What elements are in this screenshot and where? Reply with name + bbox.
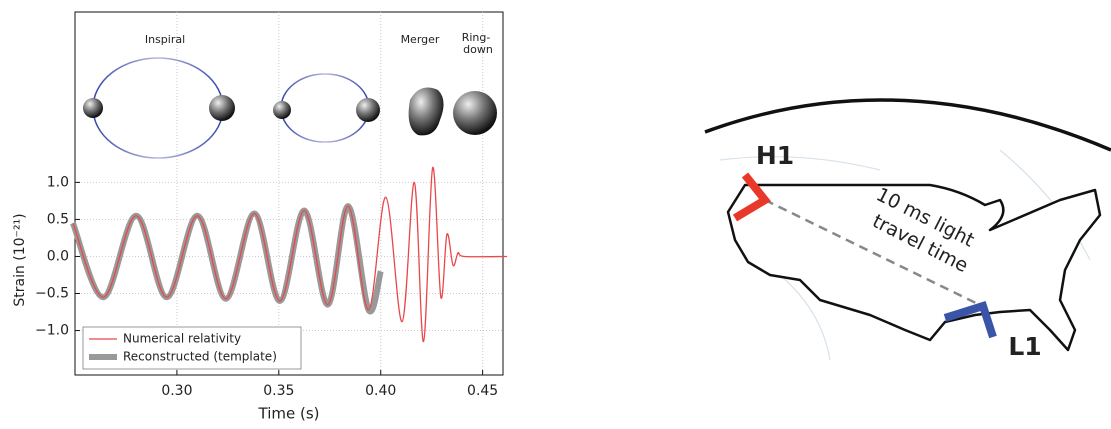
series-line [72, 166, 508, 343]
map: H1 L1 10 ms light travel time [704, 98, 1111, 361]
annotation: Inspiral [145, 33, 185, 46]
annotation: Ring- [462, 31, 491, 44]
y-tick-label: 1.0 [47, 174, 69, 190]
y-tick-label: 0.0 [47, 248, 69, 264]
x-axis-label: Time (s) [258, 405, 320, 423]
black-hole [83, 98, 103, 118]
detector-label: L1 [1008, 332, 1041, 361]
detector-label: H1 [756, 141, 794, 170]
cartoon [83, 57, 497, 159]
legend-label: Reconstructed (template) [123, 350, 277, 364]
merger-blob [408, 87, 444, 136]
l1-detector [943, 300, 997, 339]
y-tick-label: −0.5 [35, 286, 69, 302]
globe-edge [704, 98, 1111, 152]
travel-line [764, 198, 981, 307]
ringdown-hole [453, 91, 497, 135]
x-tick-label: 0.30 [161, 383, 192, 399]
x-tick-label: 0.35 [263, 383, 294, 399]
x-tick-label: 0.45 [467, 383, 498, 399]
x-tick-label: 0.40 [365, 383, 396, 399]
y-tick-label: 0.5 [47, 211, 69, 227]
y-tick-label: −1.0 [35, 323, 69, 339]
annotation: down [463, 43, 493, 56]
y-axis-label: Strain (10⁻²¹) [12, 213, 28, 306]
black-hole [273, 101, 291, 119]
legend-box [82, 326, 302, 370]
h1-detector [732, 172, 771, 222]
black-hole [209, 95, 235, 121]
plot-frame [74, 11, 504, 376]
black-hole [356, 98, 380, 122]
legend-label: Numerical relativity [123, 332, 241, 346]
annotation: Merger [401, 33, 440, 46]
